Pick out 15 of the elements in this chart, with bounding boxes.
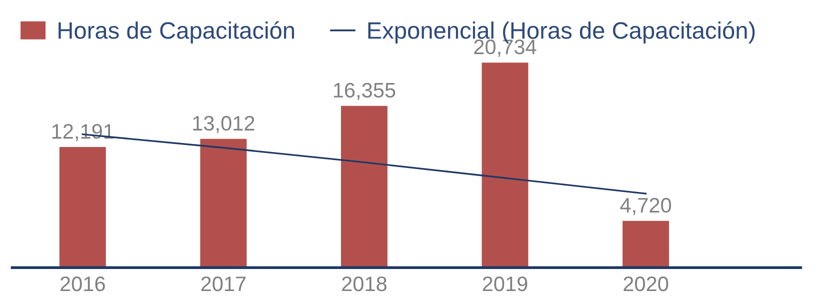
x-tick-label: 2019 <box>482 276 528 292</box>
x-tick-label: 2017 <box>201 276 246 292</box>
bar <box>622 220 670 268</box>
bar <box>200 138 247 268</box>
x-tick-label: 2018 <box>342 276 386 292</box>
data-label: 12,191 <box>52 124 114 142</box>
x-tick-label: 2016 <box>60 276 105 292</box>
bar <box>59 147 106 268</box>
bar <box>340 106 388 268</box>
data-label: 16,355 <box>334 82 396 100</box>
legend-label: Horas de Capacitación <box>58 21 294 44</box>
x-tick-label: 2020 <box>624 276 668 292</box>
data-label: 4,720 <box>620 198 672 216</box>
data-label: 13,012 <box>193 116 254 134</box>
bar <box>482 62 528 268</box>
